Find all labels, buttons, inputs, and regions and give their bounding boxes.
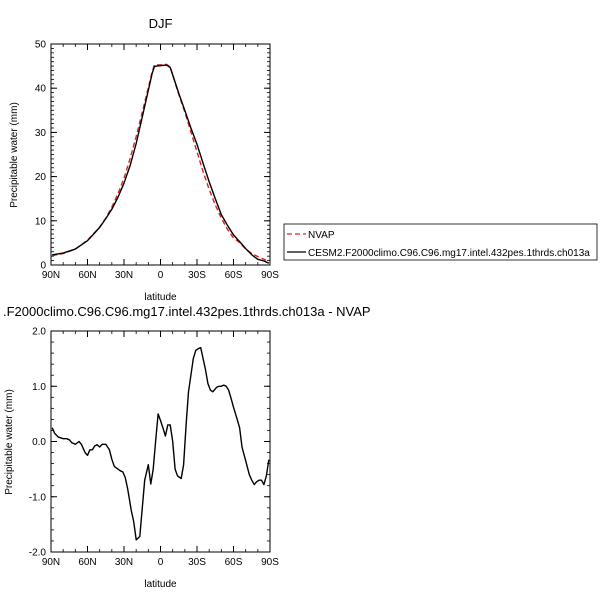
top-series-line-0 [52, 63, 270, 263]
bottom-x-tick-label: 60N [78, 557, 96, 568]
top-y-tick-label: 30 [35, 128, 47, 139]
legend-box [283, 223, 598, 261]
top-chart-title: DJF [149, 16, 173, 31]
difference-panel: .F2000climo.C96.C96.mg17.intel.432pes.1t… [3, 304, 371, 590]
bottom-x-tick-label: 90N [42, 557, 60, 568]
bottom-x-tick-label: 30N [115, 557, 133, 568]
legend: NVAP CESM2.F2000climo.C96.C96.mg17.intel… [283, 223, 598, 261]
top-series [52, 63, 270, 264]
bottom-y-tick-label: -2.0 [29, 548, 47, 559]
top-plot-frame [50, 43, 271, 266]
bottom-y-tick-label: 0.0 [32, 437, 46, 448]
top-y-axis-label: Precipitable water (mm) [9, 102, 20, 208]
bottom-chart-title: .F2000climo.C96.C96.mg17.intel.432pes.1t… [3, 304, 371, 319]
top-y-tick-label: 10 [35, 216, 47, 227]
legend-label-nvap: NVAP [308, 230, 335, 241]
top-y-tick-label: 50 [35, 40, 47, 51]
top-x-tick-label: 90N [42, 270, 60, 281]
bottom-x-ticks: 90N 60N 30N 0 30S 60S 90S [42, 331, 279, 568]
bottom-x-tick-label: 0 [158, 557, 164, 568]
top-x-tick-label: 90S [261, 270, 279, 281]
top-y-tick-label: 0 [40, 261, 46, 272]
bottom-x-tick-label: 90S [261, 557, 279, 568]
top-x-ticks: 90N 60N 30N 0 30S 60S 90S [42, 44, 279, 281]
top-x-tick-label: 30N [115, 270, 133, 281]
top-x-axis-label: latitude [144, 292, 177, 303]
bottom-plot-frame [50, 330, 271, 553]
top-x-tick-label: 30S [188, 270, 206, 281]
bottom-series-line-0 [51, 346, 270, 541]
top-y-ticks: 0 10 20 30 40 50 [35, 40, 270, 272]
top-y-tick-label: 40 [35, 84, 47, 95]
bottom-x-tick-label: 60S [225, 557, 243, 568]
bottom-x-axis-label: latitude [144, 579, 177, 590]
legend-label-cesm2: CESM2.F2000climo.C96.C96.mg17.intel.432p… [308, 248, 590, 259]
bottom-x-tick-label: 30S [188, 557, 206, 568]
bottom-y-tick-label: -1.0 [29, 492, 47, 503]
bottom-y-ticks: -2.0 -1.0 0.0 1.0 2.0 [29, 327, 270, 559]
top-y-tick-label: 20 [35, 172, 47, 183]
bottom-series [51, 346, 270, 541]
bottom-y-tick-label: 1.0 [32, 382, 46, 393]
top-x-tick-label: 60N [78, 270, 96, 281]
top-x-tick-label: 60S [225, 270, 243, 281]
bottom-y-axis-label: Precipitable water (mm) [4, 389, 15, 495]
bottom-y-tick-label: 2.0 [32, 327, 46, 338]
climatology-panel: DJF 90N 60N 30N 0 30S 60S 90S 0 10 20 30 40 50 lati… [9, 16, 279, 303]
top-series-line-1 [52, 64, 270, 264]
top-x-tick-label: 0 [158, 270, 164, 281]
